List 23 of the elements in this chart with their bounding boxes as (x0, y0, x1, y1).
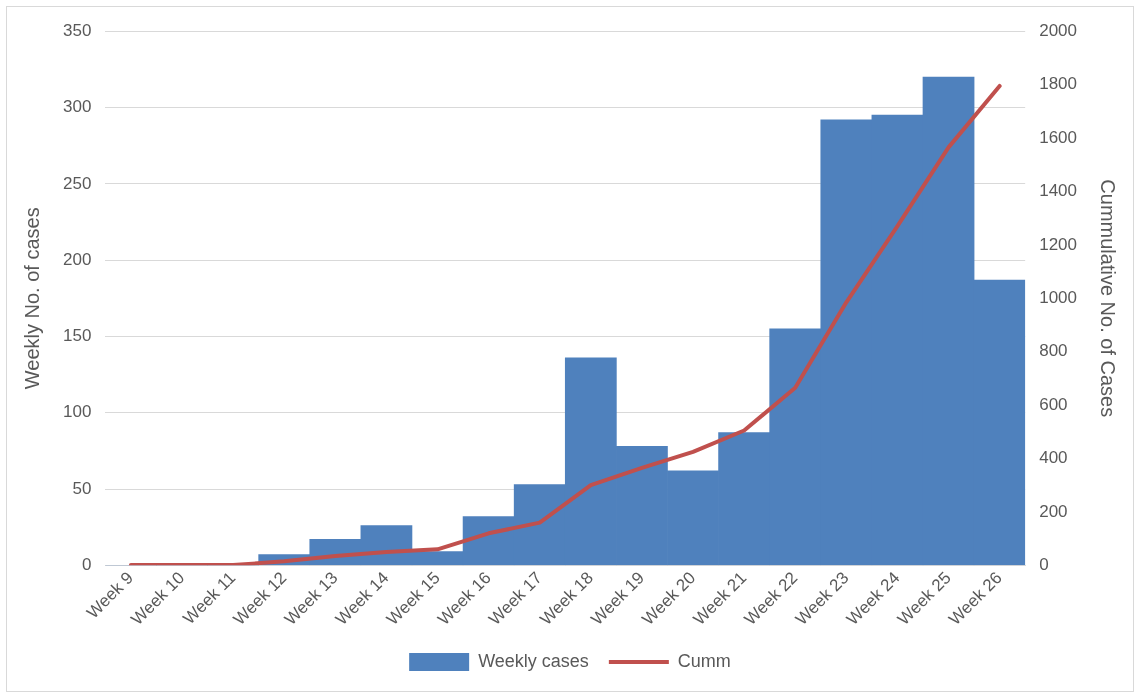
y2-tick-label: 0 (1039, 555, 1049, 575)
y-tick-label: 200 (62, 249, 92, 269)
y2-tick-label: 400 (1039, 448, 1068, 468)
y2-tick-label: 800 (1039, 341, 1068, 361)
y2-tick-label: 600 (1039, 394, 1068, 414)
y2-tick-label: 2000 (1039, 20, 1078, 40)
y2-tick-label: 1800 (1039, 74, 1078, 94)
y-tick-label: 100 (62, 402, 92, 422)
y-axis-title: Weekly No. of cases (20, 207, 43, 390)
y2-tick-label: 1400 (1039, 181, 1078, 201)
y2-tick-label: 1000 (1039, 287, 1078, 307)
legend-label: Weekly cases (478, 650, 589, 671)
y2-tick-label: 200 (1039, 501, 1068, 521)
y-tick-label: 50 (72, 478, 92, 498)
y2-axis-title: Cummulative No. of Cases (1097, 179, 1120, 418)
y-tick-label: 150 (62, 326, 92, 346)
y2-tick-label: 1200 (1039, 234, 1078, 254)
y-tick-label: 0 (81, 555, 92, 575)
y-tick-label: 350 (62, 20, 92, 40)
y2-tick-label: 1600 (1039, 127, 1078, 147)
y-tick-label: 250 (62, 173, 92, 193)
legend-label: Cumm (677, 650, 731, 671)
y-tick-label: 300 (62, 97, 92, 117)
